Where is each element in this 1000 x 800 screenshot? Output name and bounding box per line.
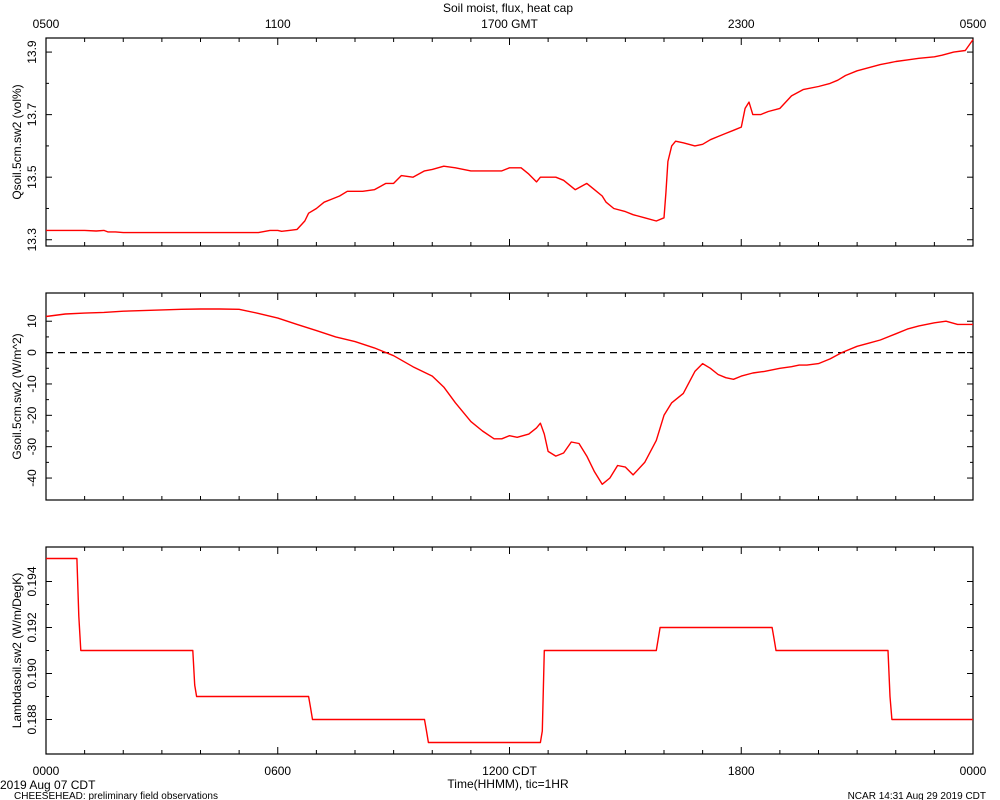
y-tick-label: -10 (25, 375, 39, 393)
chart-title: Soil moist, flux, heat cap (443, 1, 573, 15)
x-axis-title: Time(HHMM), tic=1HR (447, 777, 569, 791)
bottom-axis-tick-label: 0000 (960, 764, 987, 778)
series-line-soil-moisture (46, 39, 974, 234)
footer-project: CHEESEHEAD: preliminary field observatio… (14, 791, 218, 800)
chart-panels: 13.3 13.5 13.7 13.9 Qsoil.5cm.sw2 (vol%) 10 0 -… (10, 17, 987, 778)
panel-soil-moisture: 13.3 13.5 13.7 13.9 Qsoil.5cm.sw2 (vol%) (10, 37, 974, 252)
top-axis-tick-label: 1100 (265, 17, 291, 31)
y-tick-label: 13.9 (25, 40, 39, 64)
footer-date: 2019 Aug 07 CDT (0, 778, 96, 792)
y-tick-label: 10 (25, 314, 39, 328)
series-line-heat-flux (45, 308, 973, 485)
y-tick-label: -20 (25, 406, 39, 424)
y-tick-label: 13.3 (25, 228, 39, 252)
y-tick-label: -30 (25, 438, 39, 456)
y-tick-label: 0.194 (25, 566, 39, 596)
y-tick-label: 13.7 (25, 103, 39, 127)
bottom-axis-tick-label: 0600 (264, 764, 291, 778)
top-axis-tick-label: 1700 GMT (481, 17, 538, 31)
y-axis-title: Qsoil.5cm.sw2 (vol%) (10, 84, 24, 199)
y-axis-title: Gsoil.5cm.sw2 (W/m^2) (10, 333, 24, 459)
y-tick-label: 0 (25, 349, 39, 356)
top-axis-tick-label: 2300 (728, 17, 755, 31)
y-tick-label: 0.188 (25, 704, 39, 734)
series-line-thermal-conductivity (46, 557, 973, 744)
footer-stamp: NCAR 14:31 Aug 29 2019 CDT (848, 791, 986, 800)
plot-frame (45, 37, 974, 247)
bottom-axis-tick-label: 1200 CDT (482, 764, 537, 778)
top-axis-tick-label: 0500 (33, 17, 60, 31)
y-tick-label: -40 (25, 469, 39, 487)
top-axis-tick-label: 0500 (960, 17, 987, 31)
y-tick-label: 0.190 (25, 658, 39, 688)
bottom-axis-tick-label: 1800 (728, 764, 755, 778)
y-axis-title: Lambdasoil.sw2 (W/m/DegK) (10, 573, 24, 728)
plot-frame (45, 292, 974, 501)
y-tick-label: 13.5 (25, 165, 39, 189)
bottom-axis-tick-label: 0000 (33, 764, 60, 778)
y-tick-label: 0.192 (25, 612, 39, 642)
